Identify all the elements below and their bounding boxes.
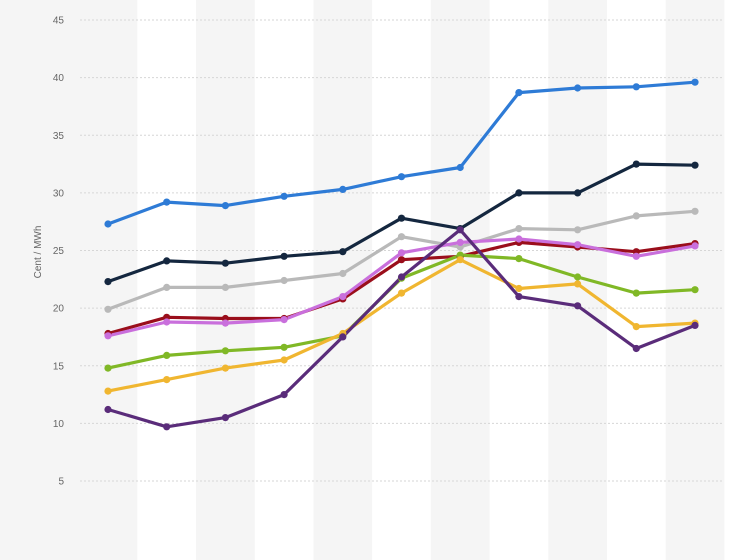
series-5-point bbox=[339, 293, 347, 301]
series-3-point bbox=[691, 207, 699, 215]
series-7-point bbox=[632, 323, 640, 331]
series-1-point bbox=[632, 83, 640, 91]
column-band bbox=[137, 0, 196, 560]
series-2-point bbox=[104, 278, 112, 286]
series-1-point bbox=[280, 192, 288, 200]
y-tick-label: 5 bbox=[58, 477, 64, 488]
series-6-point bbox=[691, 286, 699, 294]
y-tick-label: 30 bbox=[53, 188, 65, 199]
series-3-point bbox=[574, 226, 582, 234]
series-6-point bbox=[221, 347, 229, 355]
series-3-point bbox=[163, 283, 171, 291]
series-5-point bbox=[221, 319, 229, 327]
y-tick-label: 35 bbox=[53, 131, 65, 142]
series-5-point bbox=[456, 238, 464, 246]
series-3-point bbox=[104, 305, 112, 313]
series-2-point bbox=[163, 257, 171, 265]
series-8-point bbox=[515, 293, 523, 301]
series-2-point bbox=[515, 189, 523, 197]
series-5-point bbox=[515, 235, 523, 243]
series-points bbox=[104, 78, 699, 431]
y-tick-label: 20 bbox=[53, 304, 65, 315]
series-5-point bbox=[574, 241, 582, 249]
series-6-point bbox=[632, 289, 640, 297]
series-6-point bbox=[574, 273, 582, 281]
series-8-point bbox=[221, 414, 229, 422]
series-4-point bbox=[397, 256, 406, 264]
series-6-point bbox=[280, 343, 288, 351]
series-6-point bbox=[163, 351, 171, 359]
series-1-point bbox=[397, 173, 406, 181]
series-6-point bbox=[515, 255, 523, 263]
series-3-point bbox=[221, 283, 229, 291]
series-8-point bbox=[574, 302, 582, 310]
series-5-point bbox=[397, 249, 406, 257]
series-8-point bbox=[456, 226, 464, 234]
column-band bbox=[724, 0, 754, 560]
y-tick-label: 40 bbox=[53, 73, 65, 84]
series-5-point bbox=[280, 316, 288, 324]
series-8-point bbox=[104, 405, 112, 414]
y-tick-label: 25 bbox=[53, 246, 65, 257]
series-7-point bbox=[104, 387, 112, 395]
series-3-point bbox=[280, 276, 288, 285]
series-8-point bbox=[691, 321, 699, 329]
series-5-point bbox=[691, 242, 699, 250]
series-8-point bbox=[397, 273, 406, 281]
series-1-point bbox=[339, 185, 347, 193]
series-3-point bbox=[515, 225, 523, 233]
series-2-point bbox=[221, 259, 229, 267]
series-3-point bbox=[632, 212, 640, 220]
series-7-point bbox=[163, 376, 171, 384]
series-7-point bbox=[221, 364, 229, 372]
series-2-point bbox=[280, 252, 288, 260]
column-band bbox=[607, 0, 666, 560]
series-1-point bbox=[515, 89, 523, 97]
series-8-point bbox=[163, 423, 171, 431]
series-1-point bbox=[221, 202, 229, 210]
series-7-point bbox=[456, 256, 464, 264]
series-1-point bbox=[456, 163, 464, 172]
series-7-point bbox=[574, 280, 582, 288]
series-8-point bbox=[339, 333, 347, 341]
series-8-point bbox=[632, 344, 640, 353]
series-2-point bbox=[691, 161, 699, 169]
series-5-point bbox=[632, 252, 640, 260]
y-tick-label: 10 bbox=[53, 419, 65, 430]
series-3-point bbox=[397, 233, 406, 241]
series-3-point bbox=[339, 269, 347, 278]
series-7-point bbox=[397, 289, 406, 297]
series-7-point bbox=[280, 356, 288, 364]
series-2-point bbox=[632, 160, 640, 168]
series-5-point bbox=[163, 318, 171, 326]
series-5-point bbox=[104, 332, 112, 340]
series-2-point bbox=[574, 189, 582, 197]
series-1-point bbox=[574, 84, 582, 92]
y-tick-label: 15 bbox=[53, 361, 65, 372]
series-2-point bbox=[339, 248, 347, 256]
series-6-point bbox=[104, 364, 112, 372]
series-1-point bbox=[691, 78, 699, 86]
series-8-point bbox=[280, 391, 288, 399]
y-axis: 5 10 15 20 25 30 35 40 45 bbox=[53, 16, 65, 488]
y-axis-title: Cent / MWh bbox=[33, 226, 44, 279]
y-tick-label: 45 bbox=[53, 16, 65, 27]
series-7-point bbox=[515, 284, 523, 293]
series-1-point bbox=[104, 220, 112, 228]
series-2-point bbox=[397, 214, 406, 222]
series-1-point bbox=[163, 198, 171, 206]
